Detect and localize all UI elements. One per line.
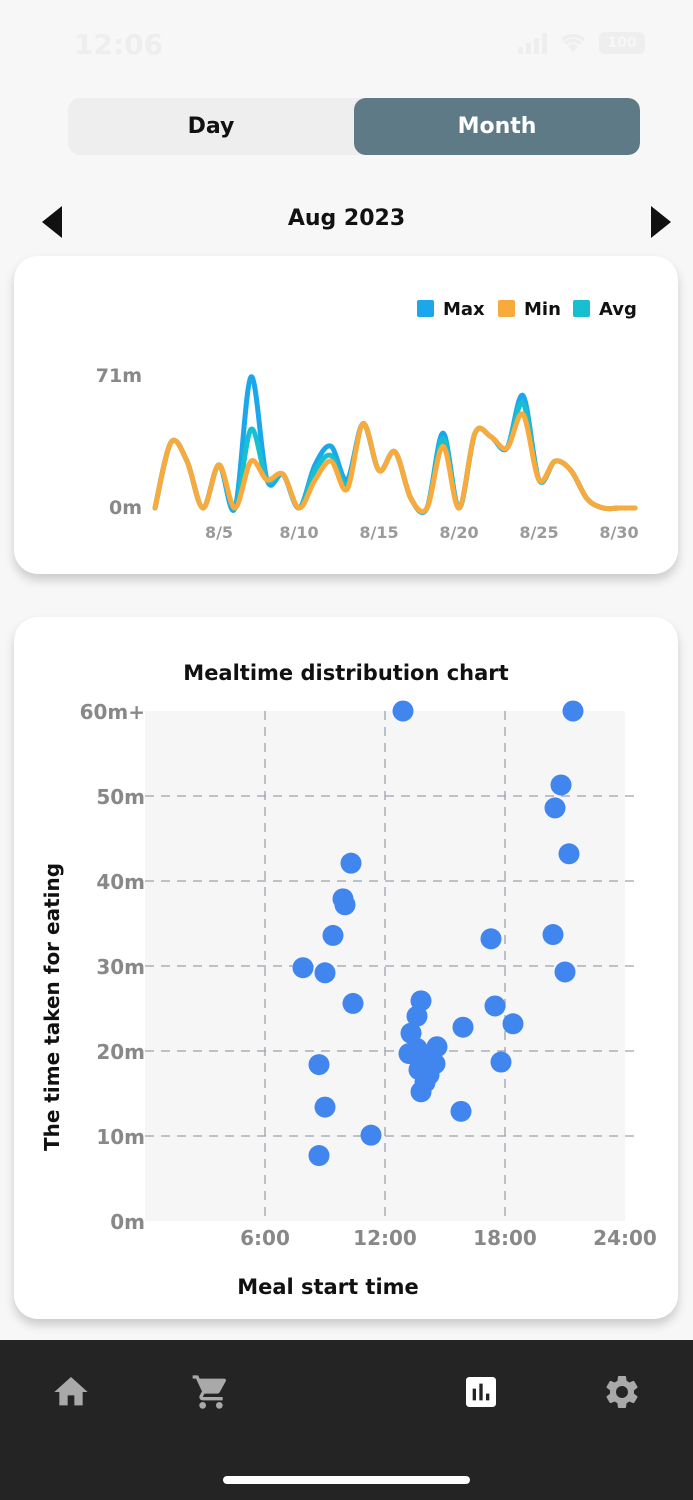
x-tick-label: 8/30	[599, 523, 638, 542]
data-point	[480, 928, 502, 950]
data-point	[340, 852, 362, 874]
legend-swatch-min	[498, 300, 515, 317]
data-point	[410, 1081, 432, 1103]
month-navigator: Aug 2023	[0, 200, 693, 244]
y-tick-label: 71m	[96, 365, 142, 387]
data-point	[558, 843, 580, 865]
next-month-button[interactable]	[651, 206, 671, 238]
y-tick-label: 10m	[96, 1125, 145, 1149]
data-point	[554, 961, 576, 983]
data-point	[502, 1013, 524, 1035]
data-point	[292, 957, 314, 979]
data-point	[544, 797, 566, 819]
home-icon[interactable]	[51, 1372, 91, 1412]
x-tick-label: 8/20	[439, 523, 478, 542]
series-line-min	[152, 411, 638, 515]
x-axis-label: Meal start time	[237, 1275, 419, 1299]
legend-label-avg: Avg	[599, 299, 637, 320]
data-point	[542, 924, 564, 946]
data-point	[550, 774, 572, 796]
data-point	[424, 1053, 446, 1075]
month-label: Aug 2023	[287, 206, 406, 231]
bottom-nav	[0, 1340, 693, 1500]
period-toggle: Day Month	[68, 98, 640, 155]
data-point	[360, 1124, 382, 1146]
x-tick-label: 6:00	[240, 1226, 290, 1250]
x-tick-label: 12:00	[353, 1226, 417, 1250]
data-point	[392, 700, 414, 722]
data-point	[490, 1051, 512, 1073]
x-tick-label: 8/10	[279, 523, 318, 542]
settings-icon[interactable]	[602, 1372, 642, 1412]
data-point	[308, 1145, 330, 1167]
data-point	[334, 894, 356, 916]
y-tick-label: 0m	[110, 1210, 145, 1234]
data-point	[426, 1036, 448, 1058]
data-point	[562, 700, 584, 722]
wifi-icon	[560, 33, 586, 52]
legend-label-min: Min	[524, 299, 561, 320]
previous-month-button[interactable]	[42, 206, 62, 238]
daily-duration-card: Max Min Avg 71m 0m 8/5 8/10 8/15 8/20 8/25 8/30	[14, 256, 678, 574]
data-point	[308, 1054, 330, 1076]
x-tick-label: 8/5	[205, 523, 233, 542]
legend-swatch-max	[417, 300, 434, 317]
chart-title: Mealtime distribution chart	[183, 661, 508, 685]
legend-label-max: Max	[443, 299, 485, 320]
line-chart: Max Min Avg 71m 0m 8/5 8/10 8/15 8/20 8/25 8/30	[96, 299, 639, 542]
status-icons: 100	[518, 32, 645, 54]
data-point	[322, 924, 344, 946]
scatter-chart: Mealtime distribution chart 0m 10m 20m 30m 40…	[40, 661, 657, 1299]
x-tick-label: 8/15	[359, 523, 398, 542]
data-point	[314, 962, 336, 984]
cart-icon[interactable]	[191, 1372, 231, 1412]
y-tick-label: 0m	[109, 497, 142, 519]
signal-icon	[518, 32, 547, 54]
tab-day[interactable]: Day	[187, 114, 235, 139]
y-tick-label: 60m+	[80, 700, 145, 724]
battery-icon: 100	[599, 32, 645, 54]
data-point	[314, 1096, 336, 1118]
bar-chart-icon[interactable]	[461, 1372, 501, 1412]
data-point	[342, 992, 364, 1014]
mealtime-distribution-card: Mealtime distribution chart 0m 10m 20m 30m 40…	[14, 617, 678, 1319]
legend-swatch-avg	[573, 300, 590, 317]
x-tick-label: 24:00	[593, 1226, 657, 1250]
status-time: 12:06	[74, 28, 164, 61]
home-indicator	[223, 1476, 470, 1484]
y-tick-label: 20m	[96, 1040, 145, 1064]
data-point	[484, 995, 506, 1017]
y-axis-label: The time taken for eating	[40, 863, 64, 1151]
y-tick-label: 40m	[96, 870, 145, 894]
data-point	[452, 1016, 474, 1038]
data-point	[450, 1100, 472, 1122]
status-bar: 12:06 100	[0, 0, 693, 90]
y-tick-label: 50m	[96, 785, 145, 809]
data-point	[406, 1005, 428, 1027]
y-tick-label: 30m	[96, 955, 145, 979]
x-tick-label: 18:00	[473, 1226, 537, 1250]
tab-month[interactable]: Month	[354, 98, 640, 155]
x-tick-label: 8/25	[519, 523, 558, 542]
